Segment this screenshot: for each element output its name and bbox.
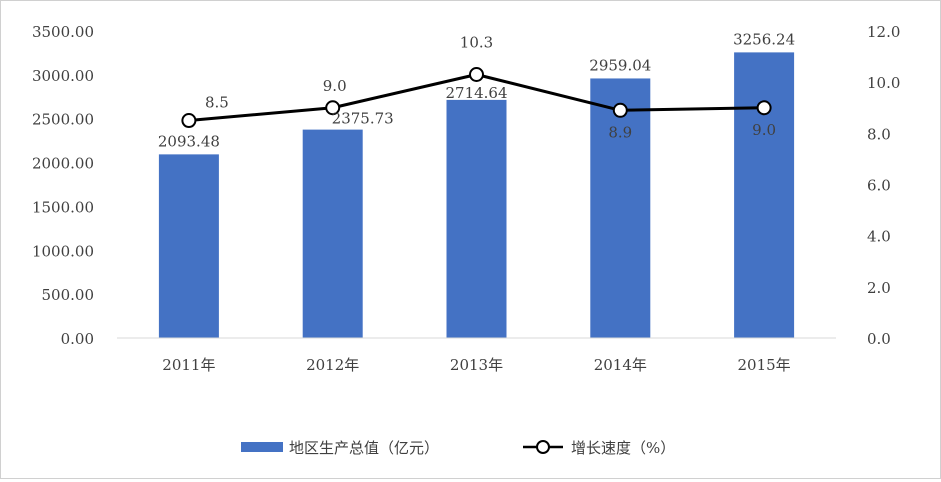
right-axis-tick-label: 8.0 — [867, 125, 891, 143]
x-axis-tick-label: 2015年 — [738, 356, 791, 374]
line-data-label: 8.5 — [205, 94, 229, 112]
right-axis-ticks: 0.0 2.0 4.0 6.0 8.0 10.0 12.0 — [867, 23, 900, 348]
left-axis-tick-label: 2000.00 — [32, 155, 94, 173]
line-marker — [181, 113, 197, 129]
right-axis-tick-label: 10.0 — [867, 74, 900, 92]
legend-swatch-marker — [536, 440, 550, 454]
bar-data-label: 2959.04 — [589, 56, 651, 74]
line-data-label: 10.3 — [460, 33, 493, 51]
left-axis-tick-label: 0.00 — [61, 330, 94, 348]
line-data-label: 9.0 — [752, 121, 776, 139]
bar-data-label: 2093.48 — [158, 132, 220, 150]
bar — [734, 52, 795, 339]
bars-layer — [158, 52, 795, 339]
left-axis-tick-label: 2500.00 — [32, 111, 94, 129]
line-marker — [325, 100, 341, 116]
line-data-label: 8.9 — [608, 123, 632, 141]
bar-data-label: 2714.64 — [445, 84, 507, 102]
line-marker — [756, 100, 772, 116]
x-axis-ticks: 2011年 2012年 2013年 2014年 2015年 — [162, 356, 790, 374]
bar-data-label: 2375.73 — [332, 110, 394, 128]
right-axis-tick-label: 4.0 — [867, 228, 891, 246]
left-axis-tick-label: 1000.00 — [32, 242, 94, 260]
legend: 地区生产总值（亿元） 增长速度（%） — [241, 439, 675, 457]
bar — [302, 129, 363, 338]
legend-label-bar: 地区生产总值（亿元） — [289, 439, 439, 457]
left-axis-tick-label: 500.00 — [42, 286, 95, 304]
right-axis-tick-label: 0.0 — [867, 330, 891, 348]
line-marker — [469, 66, 484, 82]
x-axis-tick-label: 2013年 — [450, 356, 503, 374]
legend-swatch-bar — [241, 442, 283, 452]
line-data-label: 9.0 — [323, 77, 347, 95]
left-axis-tick-label: 3000.00 — [32, 67, 94, 85]
left-axis-ticks: 0.00 500.00 1000.00 1500.00 2000.00 2500.00 30… — [32, 23, 94, 348]
x-axis-tick-label: 2014年 — [594, 356, 647, 374]
legend-label-line: 增长速度（%） — [571, 439, 675, 457]
right-axis-tick-label: 12.0 — [867, 23, 900, 41]
x-axis-tick-label: 2011年 — [162, 356, 215, 374]
bar — [590, 78, 651, 338]
right-axis-tick-label: 6.0 — [867, 177, 891, 195]
bar — [158, 154, 219, 338]
data-labels-layer: 2093.48 2375.73 2714.64 2959.04 3256.24 8.5 9.… — [158, 30, 795, 150]
x-axis-tick-label: 2012年 — [306, 356, 359, 374]
bar — [446, 99, 507, 338]
right-axis-tick-label: 2.0 — [867, 279, 891, 297]
bar-data-label: 3256.24 — [733, 30, 795, 48]
line-marker — [612, 102, 628, 118]
left-axis-tick-label: 3500.00 — [32, 23, 94, 41]
left-axis-tick-label: 1500.00 — [32, 198, 94, 216]
line-layer — [181, 66, 772, 129]
